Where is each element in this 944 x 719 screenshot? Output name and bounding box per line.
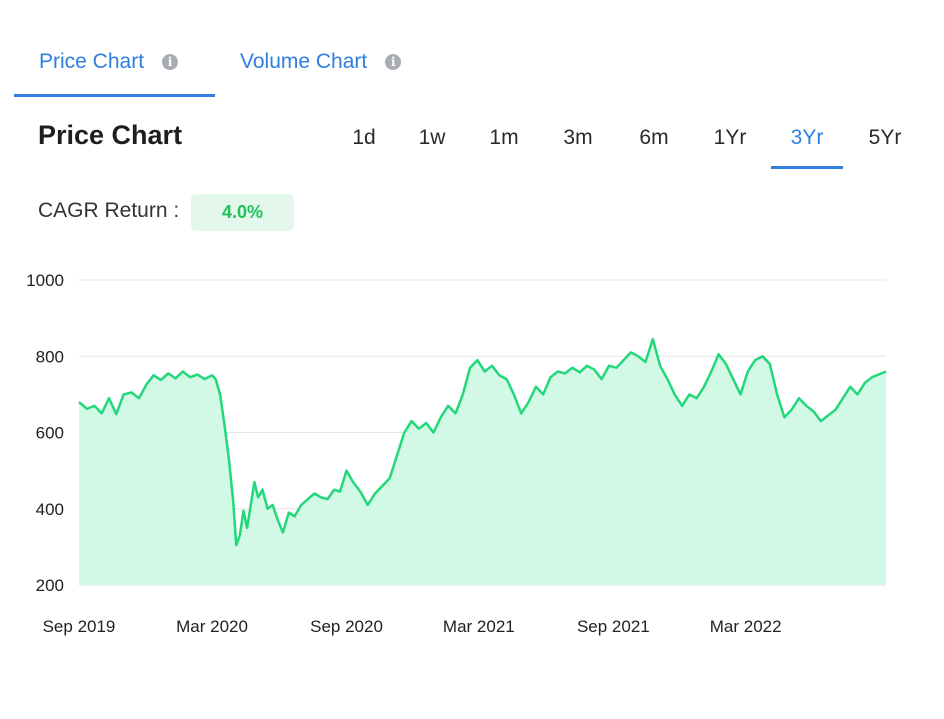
active-tab-indicator [14,94,215,97]
y-tick-label: 800 [36,347,64,366]
y-tick-label: 600 [36,424,64,443]
y-tick-label: 200 [36,576,64,595]
x-tick-label: Sep 2020 [310,617,383,636]
active-range-indicator [771,166,843,169]
range-3m[interactable]: 3m [563,126,593,149]
x-tick-label: Sep 2019 [43,617,116,636]
range-1d[interactable]: 1d [352,126,376,149]
range-1w[interactable]: 1w [418,126,446,149]
x-tick-label: Sep 2021 [577,617,650,636]
info-circle-icon[interactable]: i [162,54,179,70]
y-tick-label: 400 [36,500,64,519]
x-tick-label: Mar 2020 [176,617,248,636]
price-line [78,337,887,547]
y-tick-label: 1000 [26,271,64,290]
tab-volume-chart-label: Volume Chart [240,50,368,73]
page-title: Price Chart [38,120,183,150]
range-3yr[interactable]: 3Yr [790,126,824,149]
x-tick-label: Mar 2022 [710,617,782,636]
price-chart: 200 400 600 800 1000 Sep 2019 Mar 2020 Sep 2020… [26,271,887,636]
range-6m[interactable]: 6m [639,126,669,149]
cagr-value-badge: 4.0% [191,194,294,231]
range-1m[interactable]: 1m [489,126,519,149]
cagr-label: CAGR Return : [38,199,180,222]
range-1yr[interactable]: 1Yr [713,126,747,149]
time-range-selector: 1d 1w 1m 3m 6m 1Yr 3Yr 5Yr [330,110,930,170]
tab-price-chart[interactable]: Price Chart i [39,30,179,94]
range-5yr[interactable]: 5Yr [868,126,902,149]
chart-tabs: Price Chart i Volume Chart i [14,30,454,97]
price-area-fill [79,339,886,585]
x-tick-label: Mar 2021 [443,617,515,636]
tab-price-chart-label: Price Chart [39,50,145,73]
info-circle-icon[interactable]: i [385,54,402,70]
tab-volume-chart[interactable]: Volume Chart i [240,30,402,94]
